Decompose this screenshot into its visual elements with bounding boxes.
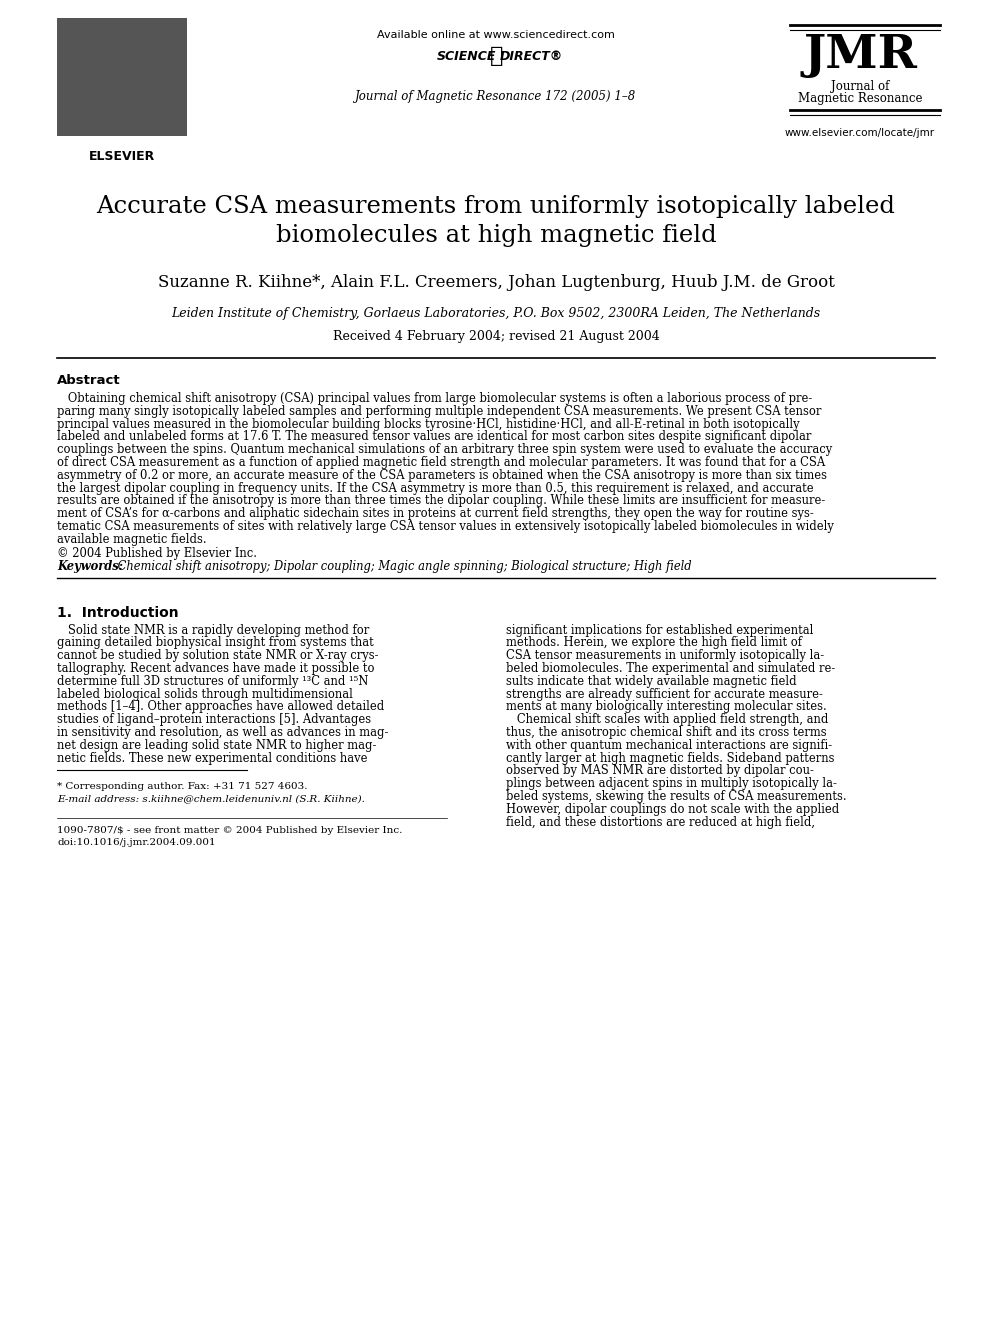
- Text: field, and these distortions are reduced at high field,: field, and these distortions are reduced…: [506, 815, 815, 828]
- Text: methods. Herein, we explore the high field limit of: methods. Herein, we explore the high fie…: [506, 636, 802, 650]
- Text: Chemical shift scales with applied field strength, and: Chemical shift scales with applied field…: [506, 713, 828, 726]
- Text: labeled biological solids through multidimensional: labeled biological solids through multid…: [57, 688, 353, 701]
- Text: of direct CSA measurement as a function of applied magnetic field strength and m: of direct CSA measurement as a function …: [57, 456, 825, 468]
- Text: 1090-7807/$ - see front matter © 2004 Published by Elsevier Inc.: 1090-7807/$ - see front matter © 2004 Pu…: [57, 827, 403, 835]
- Text: Obtaining chemical shift anisotropy (CSA) principal values from large biomolecul: Obtaining chemical shift anisotropy (CSA…: [57, 392, 812, 405]
- Text: However, dipolar couplings do not scale with the applied: However, dipolar couplings do not scale …: [506, 803, 839, 816]
- Text: observed by MAS NMR are distorted by dipolar cou-: observed by MAS NMR are distorted by dip…: [506, 765, 813, 778]
- Text: ment of CSA’s for α-carbons and aliphatic sidechain sites in proteins at current: ment of CSA’s for α-carbons and aliphati…: [57, 507, 813, 520]
- Text: E-mail address: s.kiihne@chem.leidenuniv.nl (S.R. Kiihne).: E-mail address: s.kiihne@chem.leidenuniv…: [57, 794, 365, 803]
- Text: labeled and unlabeled forms at 17.6 T. The measured tensor values are identical : labeled and unlabeled forms at 17.6 T. T…: [57, 430, 811, 443]
- Text: www.elsevier.com/locate/jmr: www.elsevier.com/locate/jmr: [785, 128, 935, 138]
- Text: Journal of: Journal of: [831, 79, 889, 93]
- Text: beled biomolecules. The experimental and simulated re-: beled biomolecules. The experimental and…: [506, 662, 835, 675]
- Text: significant implications for established experimental: significant implications for established…: [506, 623, 813, 636]
- Text: strengths are already sufficient for accurate measure-: strengths are already sufficient for acc…: [506, 688, 823, 701]
- Text: sults indicate that widely available magnetic field: sults indicate that widely available mag…: [506, 675, 797, 688]
- Text: © 2004 Published by Elsevier Inc.: © 2004 Published by Elsevier Inc.: [57, 546, 257, 560]
- Text: beled systems, skewing the results of CSA measurements.: beled systems, skewing the results of CS…: [506, 790, 846, 803]
- Text: SCIENCE: SCIENCE: [436, 50, 496, 64]
- Text: Available online at www.sciencedirect.com: Available online at www.sciencedirect.co…: [377, 30, 615, 40]
- Text: ments at many biologically interesting molecular sites.: ments at many biologically interesting m…: [506, 700, 826, 713]
- Text: in sensitivity and resolution, as well as advances in mag-: in sensitivity and resolution, as well a…: [57, 726, 389, 740]
- Text: Accurate CSA measurements from uniformly isotopically labeled: Accurate CSA measurements from uniformly…: [96, 194, 896, 218]
- Text: DIRECT®: DIRECT®: [500, 50, 563, 64]
- Text: with other quantum mechanical interactions are signifi-: with other quantum mechanical interactio…: [506, 738, 832, 751]
- Text: Magnetic Resonance: Magnetic Resonance: [798, 93, 923, 105]
- Text: Leiden Institute of Chemistry, Gorlaeus Laboratories, P.O. Box 9502, 2300RA Leid: Leiden Institute of Chemistry, Gorlaeus …: [172, 307, 820, 320]
- Text: 1.  Introduction: 1. Introduction: [57, 606, 179, 619]
- Text: methods [1–4]. Other approaches have allowed detailed: methods [1–4]. Other approaches have all…: [57, 700, 384, 713]
- Text: biomolecules at high magnetic field: biomolecules at high magnetic field: [276, 224, 716, 247]
- Text: gaining detailed biophysical insight from systems that: gaining detailed biophysical insight fro…: [57, 636, 374, 650]
- Text: ⓐ: ⓐ: [490, 46, 504, 66]
- Text: determine full 3D structures of uniformly ¹³C and ¹⁵N: determine full 3D structures of uniforml…: [57, 675, 368, 688]
- Text: available magnetic fields.: available magnetic fields.: [57, 533, 206, 546]
- Text: Suzanne R. Kiihne*, Alain F.L. Creemers, Johan Lugtenburg, Huub J.M. de Groot: Suzanne R. Kiihne*, Alain F.L. Creemers,…: [158, 274, 834, 291]
- Text: couplings between the spins. Quantum mechanical simulations of an arbitrary thre: couplings between the spins. Quantum mec…: [57, 443, 832, 456]
- Text: netic fields. These new experimental conditions have: netic fields. These new experimental con…: [57, 751, 367, 765]
- Text: Abstract: Abstract: [57, 374, 121, 388]
- Text: Chemical shift anisotropy; Dipolar coupling; Magic angle spinning; Biological st: Chemical shift anisotropy; Dipolar coupl…: [114, 560, 691, 573]
- Text: asymmetry of 0.2 or more, an accurate measure of the CSA parameters is obtained : asymmetry of 0.2 or more, an accurate me…: [57, 468, 827, 482]
- Text: principal values measured in the biomolecular building blocks tyrosine·HCl, hist: principal values measured in the biomole…: [57, 418, 800, 430]
- Text: tematic CSA measurements of sites with relatively large CSA tensor values in ext: tematic CSA measurements of sites with r…: [57, 520, 834, 533]
- Text: doi:10.1016/j.jmr.2004.09.001: doi:10.1016/j.jmr.2004.09.001: [57, 839, 215, 848]
- Text: ELSEVIER: ELSEVIER: [89, 149, 155, 163]
- Text: paring many singly isotopically labeled samples and performing multiple independ: paring many singly isotopically labeled …: [57, 405, 821, 418]
- Text: studies of ligand–protein interactions [5]. Advantages: studies of ligand–protein interactions […: [57, 713, 371, 726]
- Text: CSA tensor measurements in uniformly isotopically la-: CSA tensor measurements in uniformly iso…: [506, 650, 824, 663]
- Text: the largest dipolar coupling in frequency units. If the CSA asymmetry is more th: the largest dipolar coupling in frequenc…: [57, 482, 813, 495]
- Text: cantly larger at high magnetic fields. Sideband patterns: cantly larger at high magnetic fields. S…: [506, 751, 834, 765]
- Text: net design are leading solid state NMR to higher mag-: net design are leading solid state NMR t…: [57, 738, 376, 751]
- Text: Keywords:: Keywords:: [57, 560, 123, 573]
- Text: tallography. Recent advances have made it possible to: tallography. Recent advances have made i…: [57, 662, 375, 675]
- Bar: [57, 19, 187, 136]
- Text: plings between adjacent spins in multiply isotopically la-: plings between adjacent spins in multipl…: [506, 777, 837, 790]
- Text: Journal of Magnetic Resonance 172 (2005) 1–8: Journal of Magnetic Resonance 172 (2005)…: [355, 90, 637, 103]
- Text: Solid state NMR is a rapidly developing method for: Solid state NMR is a rapidly developing …: [57, 623, 369, 636]
- Text: JMR: JMR: [804, 32, 917, 78]
- Text: Received 4 February 2004; revised 21 August 2004: Received 4 February 2004; revised 21 Aug…: [332, 329, 660, 343]
- Text: thus, the anisotropic chemical shift and its cross terms: thus, the anisotropic chemical shift and…: [506, 726, 826, 740]
- Text: * Corresponding author. Fax: +31 71 527 4603.: * Corresponding author. Fax: +31 71 527 …: [57, 782, 308, 791]
- Text: results are obtained if the anisotropy is more than three times the dipolar coup: results are obtained if the anisotropy i…: [57, 495, 825, 508]
- Text: cannot be studied by solution state NMR or X-ray crys-: cannot be studied by solution state NMR …: [57, 650, 379, 663]
